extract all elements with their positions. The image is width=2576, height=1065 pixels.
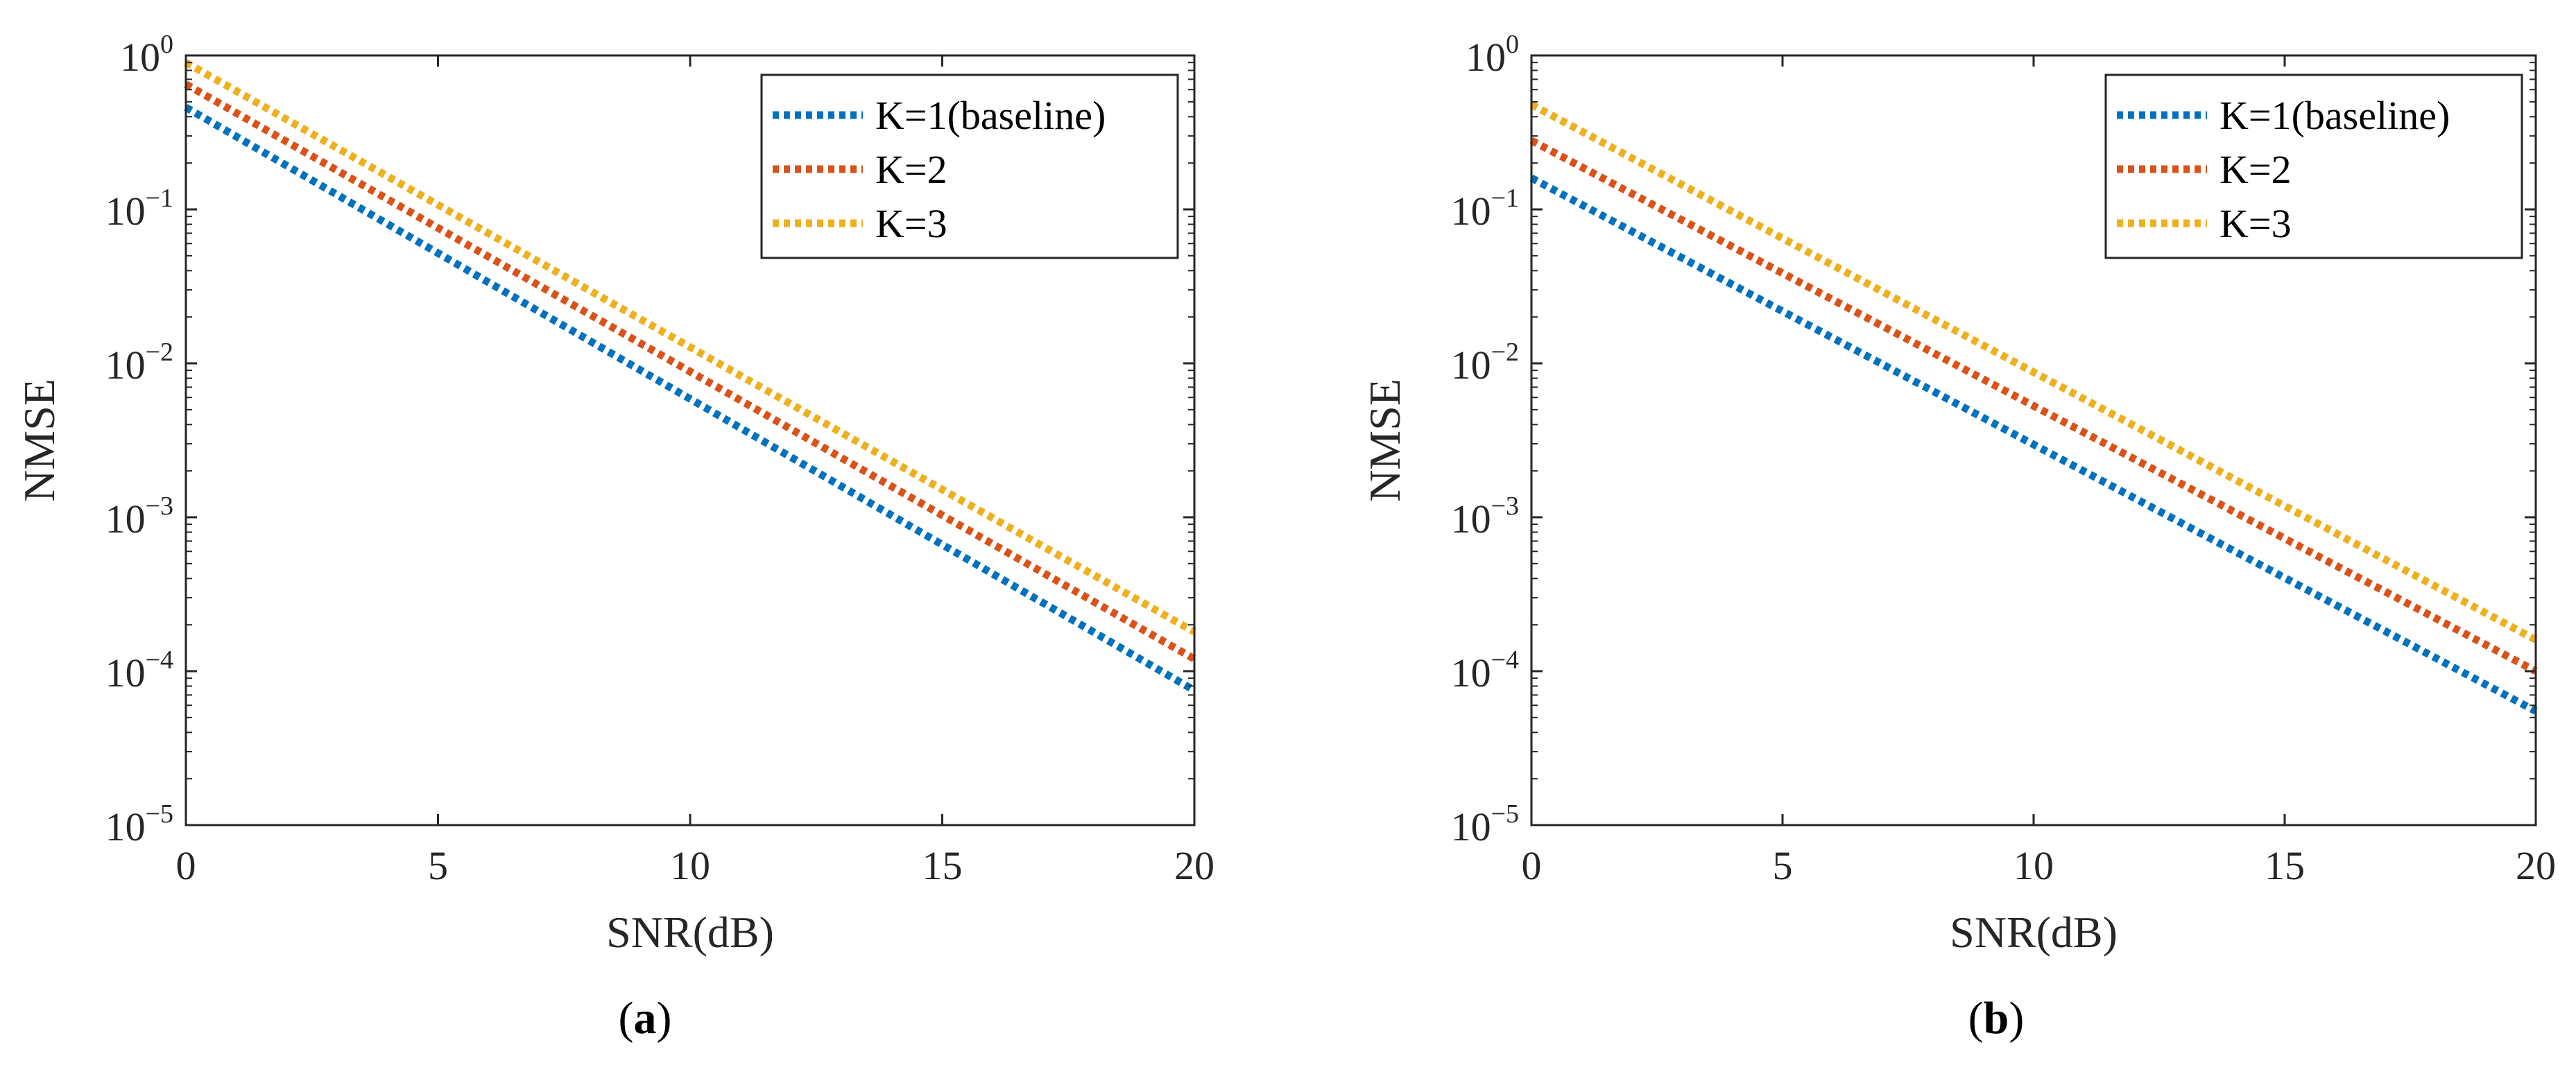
y-axis-label: NMSE xyxy=(15,379,64,502)
legend-label-1: K=1(baseline) xyxy=(2219,93,2450,138)
legend: K=1(baseline) K=2 K=3 xyxy=(2104,73,2523,259)
series-line-2 xyxy=(1529,137,2538,675)
series-line-2 xyxy=(184,80,1196,663)
y-tick-label: 10−3 xyxy=(1451,492,1519,542)
y-tick-label: 100 xyxy=(1466,30,1519,80)
legend-label-2: K=2 xyxy=(2219,147,2292,192)
y-tick-label: 10−5 xyxy=(1451,799,1519,849)
x-tick-label: 20 xyxy=(1174,843,1214,888)
y-tick-label: 10−4 xyxy=(1451,646,1519,695)
legend-label-2: K=2 xyxy=(875,147,947,192)
x-tick-label: 15 xyxy=(2265,843,2305,888)
x-tick-label: 15 xyxy=(922,843,963,888)
x-tick-label: 10 xyxy=(2013,843,2054,888)
x-tick-label: 5 xyxy=(428,843,448,888)
y-tick-label: 10−1 xyxy=(105,184,173,234)
legend: K=1(baseline) K=2 K=3 xyxy=(760,73,1179,259)
chart-panel-b: 0 5 10 15 20 100 10−1 10−2 10−3 10−4 10−5 SNR(dB) NM… xyxy=(1360,30,2556,1044)
x-axis-label: SNR(dB) xyxy=(606,908,774,957)
panel-caption: (b) xyxy=(1968,993,2025,1044)
x-tick-label: 20 xyxy=(2516,843,2556,888)
series-line-3 xyxy=(1529,101,2538,643)
x-tick-label: 5 xyxy=(1773,843,1793,888)
legend-label-3: K=3 xyxy=(2219,201,2292,246)
x-axis-label: SNR(dB) xyxy=(1950,908,2118,957)
x-tick-label: 0 xyxy=(176,843,196,888)
series-line-1 xyxy=(184,104,1196,694)
y-axis-label: NMSE xyxy=(1360,379,1409,502)
series-line-3 xyxy=(184,59,1196,636)
legend-label-1: K=1(baseline) xyxy=(875,93,1106,138)
legend-label-3: K=3 xyxy=(875,201,947,246)
chart-panel-a: 0 5 10 15 20 100 10−1 10−2 10−3 10−4 10−5 SNR(dB) NM… xyxy=(15,30,1214,1044)
y-tick-label: 10−2 xyxy=(1451,338,1519,388)
y-tick-label: 10−5 xyxy=(105,799,173,849)
series-line-1 xyxy=(1529,174,2538,715)
y-tick-label: 10−1 xyxy=(1451,184,1519,234)
y-tick-label: 10−4 xyxy=(105,646,173,695)
x-tick-label: 0 xyxy=(1522,843,1542,888)
y-tick-label: 100 xyxy=(120,30,173,80)
y-tick-label: 10−2 xyxy=(105,338,173,388)
panel-caption: (a) xyxy=(619,993,672,1044)
y-tick-label: 10−3 xyxy=(105,492,173,542)
x-tick-label: 10 xyxy=(670,843,710,888)
